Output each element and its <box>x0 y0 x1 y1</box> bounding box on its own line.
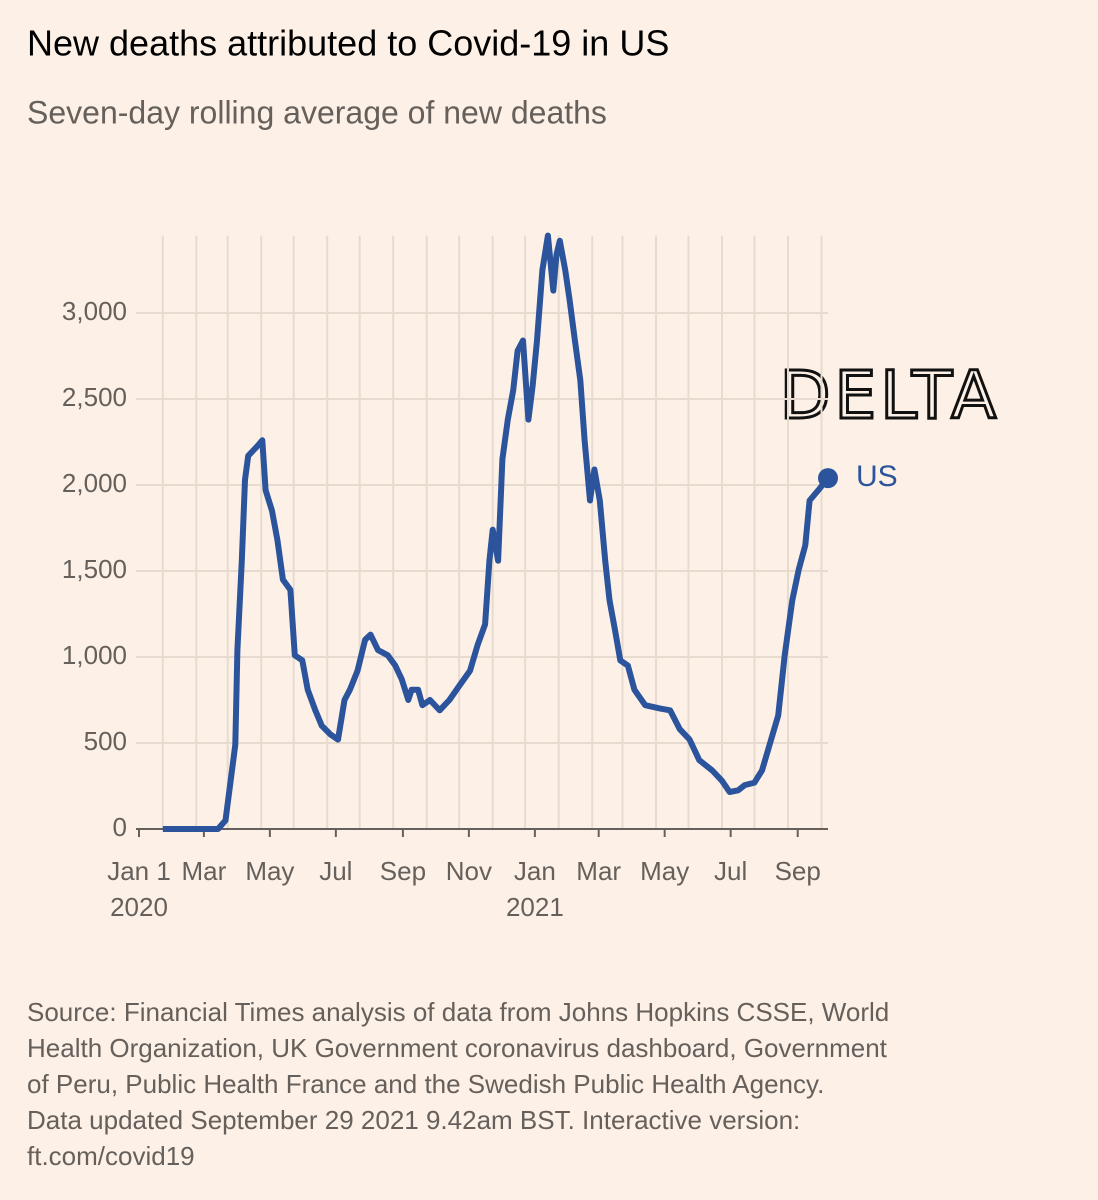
annotation: DELTA <box>780 357 1001 434</box>
x-tick-label: May <box>640 856 689 886</box>
x-tick-label: Sep <box>380 856 426 886</box>
source-line: Source: Financial Times analysis of data… <box>27 997 889 1027</box>
y-tick-label: 3,000 <box>62 296 127 326</box>
y-tick-label: 500 <box>84 726 127 756</box>
x-tick-year: 2021 <box>506 892 564 922</box>
y-tick-label: 0 <box>113 812 127 842</box>
series-label: US <box>856 460 898 493</box>
x-tick-label: Jul <box>319 856 352 886</box>
x-tick-year: 2020 <box>110 892 168 922</box>
y-tick-label: 1,000 <box>62 640 127 670</box>
source-line: Health Organization, UK Government coron… <box>27 1033 888 1063</box>
y-tick-label: 2,500 <box>62 382 127 412</box>
line <box>162 232 831 832</box>
source-line: Data updated September 29 2021 9.42am BS… <box>27 1105 800 1135</box>
y-tick-label: 1,500 <box>62 554 127 584</box>
chart-title: New deaths attributed to Covid-19 in US <box>27 23 669 64</box>
x-tick-label: Sep <box>775 856 821 886</box>
end-marker <box>818 468 838 489</box>
y-tick-label: 2,000 <box>62 468 127 498</box>
source-line: ft.com/covid19 <box>27 1141 195 1171</box>
chart-subtitle: Seven-day rolling average of new deaths <box>27 94 607 130</box>
source-line: of Peru, Public Health France and the Sw… <box>27 1069 824 1099</box>
x-tick-label: Mar <box>182 856 227 886</box>
x-tick-label: Jul <box>714 856 747 886</box>
x-tick-label: Mar <box>576 856 621 886</box>
x-tick-label: Nov <box>446 856 492 886</box>
x-tick-label: Jan <box>514 856 556 886</box>
x-tick-label: May <box>245 856 294 886</box>
x-tick-label: Jan 1 <box>107 856 171 886</box>
